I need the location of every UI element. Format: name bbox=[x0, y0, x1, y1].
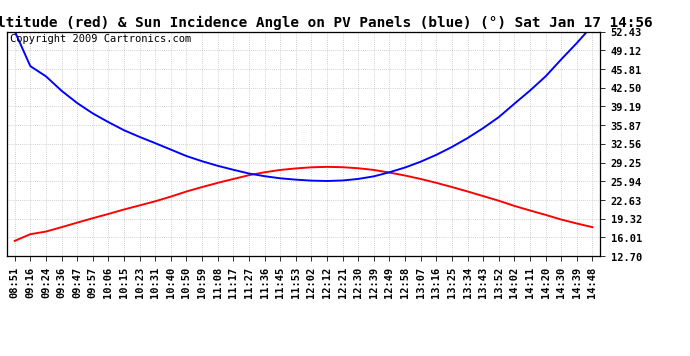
Text: Copyright 2009 Cartronics.com: Copyright 2009 Cartronics.com bbox=[10, 34, 191, 44]
Title: Sun Altitude (red) & Sun Incidence Angle on PV Panels (blue) (°) Sat Jan 17 14:5: Sun Altitude (red) & Sun Incidence Angle… bbox=[0, 16, 653, 30]
